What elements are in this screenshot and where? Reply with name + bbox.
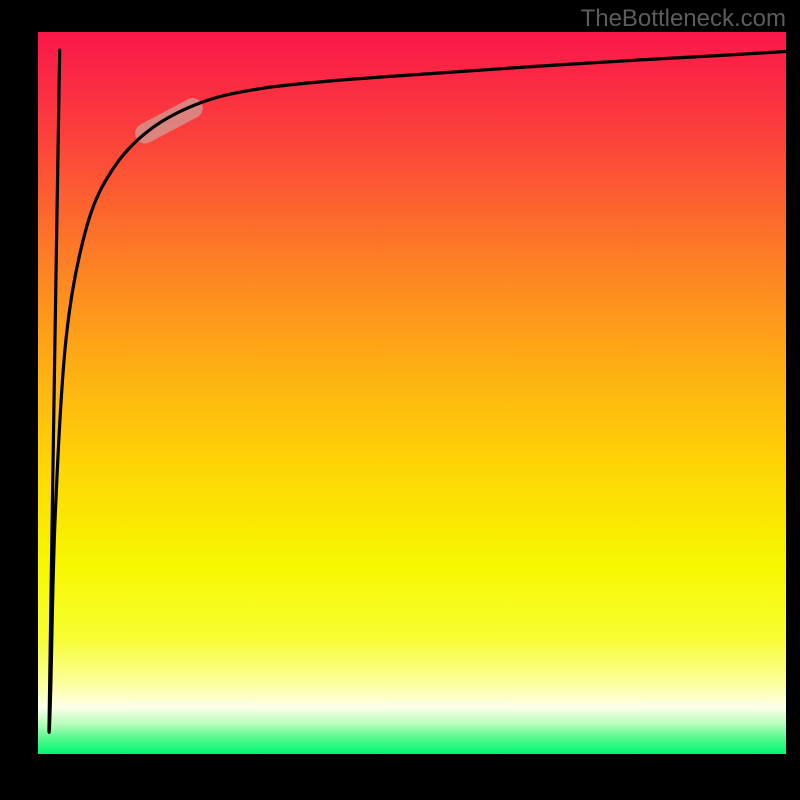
bottleneck-chart: TheBottleneck.com xyxy=(0,0,800,800)
watermark-text: TheBottleneck.com xyxy=(581,5,786,33)
chart-svg xyxy=(0,0,800,800)
